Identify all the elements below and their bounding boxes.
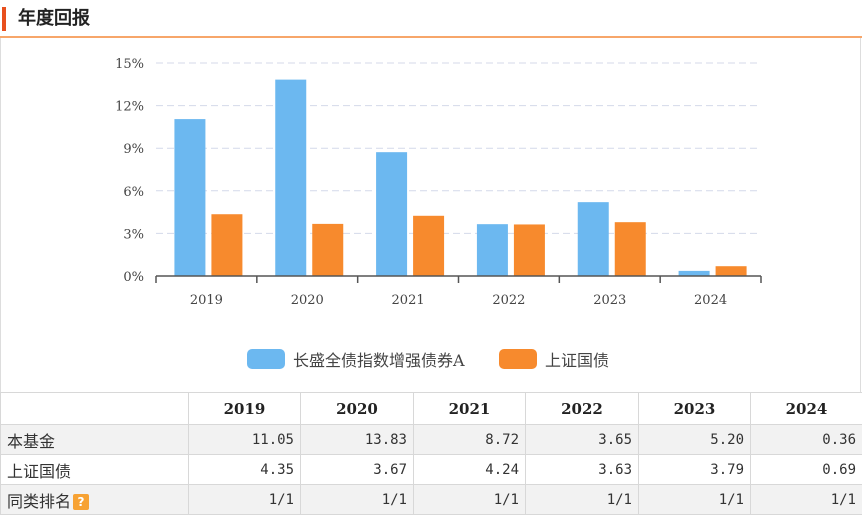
table-cell: 1/1 [638,484,751,515]
chart-legend: 长盛全债指数增强债券A 上证国债 [1,346,862,372]
legend-item-benchmark[interactable]: 上证国债 [499,346,609,372]
table-row: 同类排名? 1/1 1/1 1/1 1/1 1/1 1/1 [0,484,862,515]
x-tick-label: 2022 [492,293,525,308]
legend-label-fund: 长盛全债指数增强债券A [293,351,465,370]
table-cell: 4.24 [413,454,526,485]
table-corner [0,392,189,425]
section-header: 年度回报 [0,0,862,38]
table-cell: 1/1 [525,484,639,515]
bar-fund [577,202,609,276]
bar-benchmark [312,223,344,276]
bar-fund [174,119,206,276]
header-accent-bar [2,7,6,31]
year-header: 2022 [525,392,639,425]
y-tick-label: 12% [115,100,144,115]
table-cell: 4.35 [188,454,301,485]
table-cell: 3.65 [525,424,639,455]
year-header: 2023 [638,392,751,425]
legend-swatch-benchmark [499,349,537,369]
annual-return-chart: 0% 3% 6% 9% 12% 15% 2019 2020 2021 2022 2023 2024 [115,57,762,308]
table-cell: 0.69 [750,454,862,485]
y-tick-label: 0% [123,270,144,285]
table-cell: 3.79 [638,454,751,485]
year-header: 2019 [188,392,301,425]
x-tick-label: 2020 [291,293,324,308]
table-cell: 5.20 [638,424,751,455]
table-cell: 13.83 [300,424,414,455]
x-tick-label: 2024 [694,293,727,308]
table-cell: 11.05 [188,424,301,455]
x-tick-label: 2023 [593,293,626,308]
table-row: 本基金 11.05 13.83 8.72 3.65 5.20 0.36 [0,424,862,455]
table-cell: 1/1 [188,484,301,515]
legend-item-fund[interactable]: 长盛全债指数增强债券A [247,346,465,372]
bar-benchmark [413,215,445,276]
annual-return-table: 2019 2020 2021 2022 2023 2024 本基金 11.05 … [0,392,862,515]
row-label: 本基金 [0,424,189,455]
bar-benchmark [614,222,646,276]
table-cell: 1/1 [300,484,414,515]
bar-fund [476,224,508,276]
table-cell: 0.36 [750,424,862,455]
row-label: 同类排名? [0,484,189,515]
bar-fund [275,79,307,276]
question-icon[interactable]: ? [73,494,90,510]
bar-benchmark [211,214,243,276]
x-tick-label: 2019 [190,293,223,308]
legend-swatch-fund [247,349,285,369]
table-row: 上证国债 4.35 3.67 4.24 3.63 3.79 0.69 [0,454,862,485]
section-title: 年度回报 [18,8,90,29]
y-tick-label: 15% [115,57,144,72]
y-tick-label: 3% [123,227,144,242]
chart-panel: 0% 3% 6% 9% 12% 15% 2019 2020 2021 2022 2023 2024 长… [0,38,861,392]
y-tick-label: 6% [123,185,144,200]
year-header: 2024 [750,392,862,425]
table-cell: 1/1 [413,484,526,515]
year-header: 2020 [300,392,414,425]
bar-benchmark [715,266,747,276]
legend-label-benchmark: 上证国债 [545,351,610,370]
bar-fund [376,152,408,276]
table-cell: 8.72 [413,424,526,455]
table-cell: 3.67 [300,454,414,485]
y-tick-label: 9% [123,142,144,157]
year-header: 2021 [413,392,526,425]
x-tick-label: 2021 [392,293,425,308]
row-label: 上证国债 [0,454,189,485]
table-cell: 1/1 [750,484,862,515]
row-label-text: 同类排名 [7,491,72,511]
table-cell: 3.63 [525,454,639,485]
table-header-row: 2019 2020 2021 2022 2023 2024 [0,392,862,425]
bar-fund [678,270,710,276]
bar-benchmark [513,224,545,276]
